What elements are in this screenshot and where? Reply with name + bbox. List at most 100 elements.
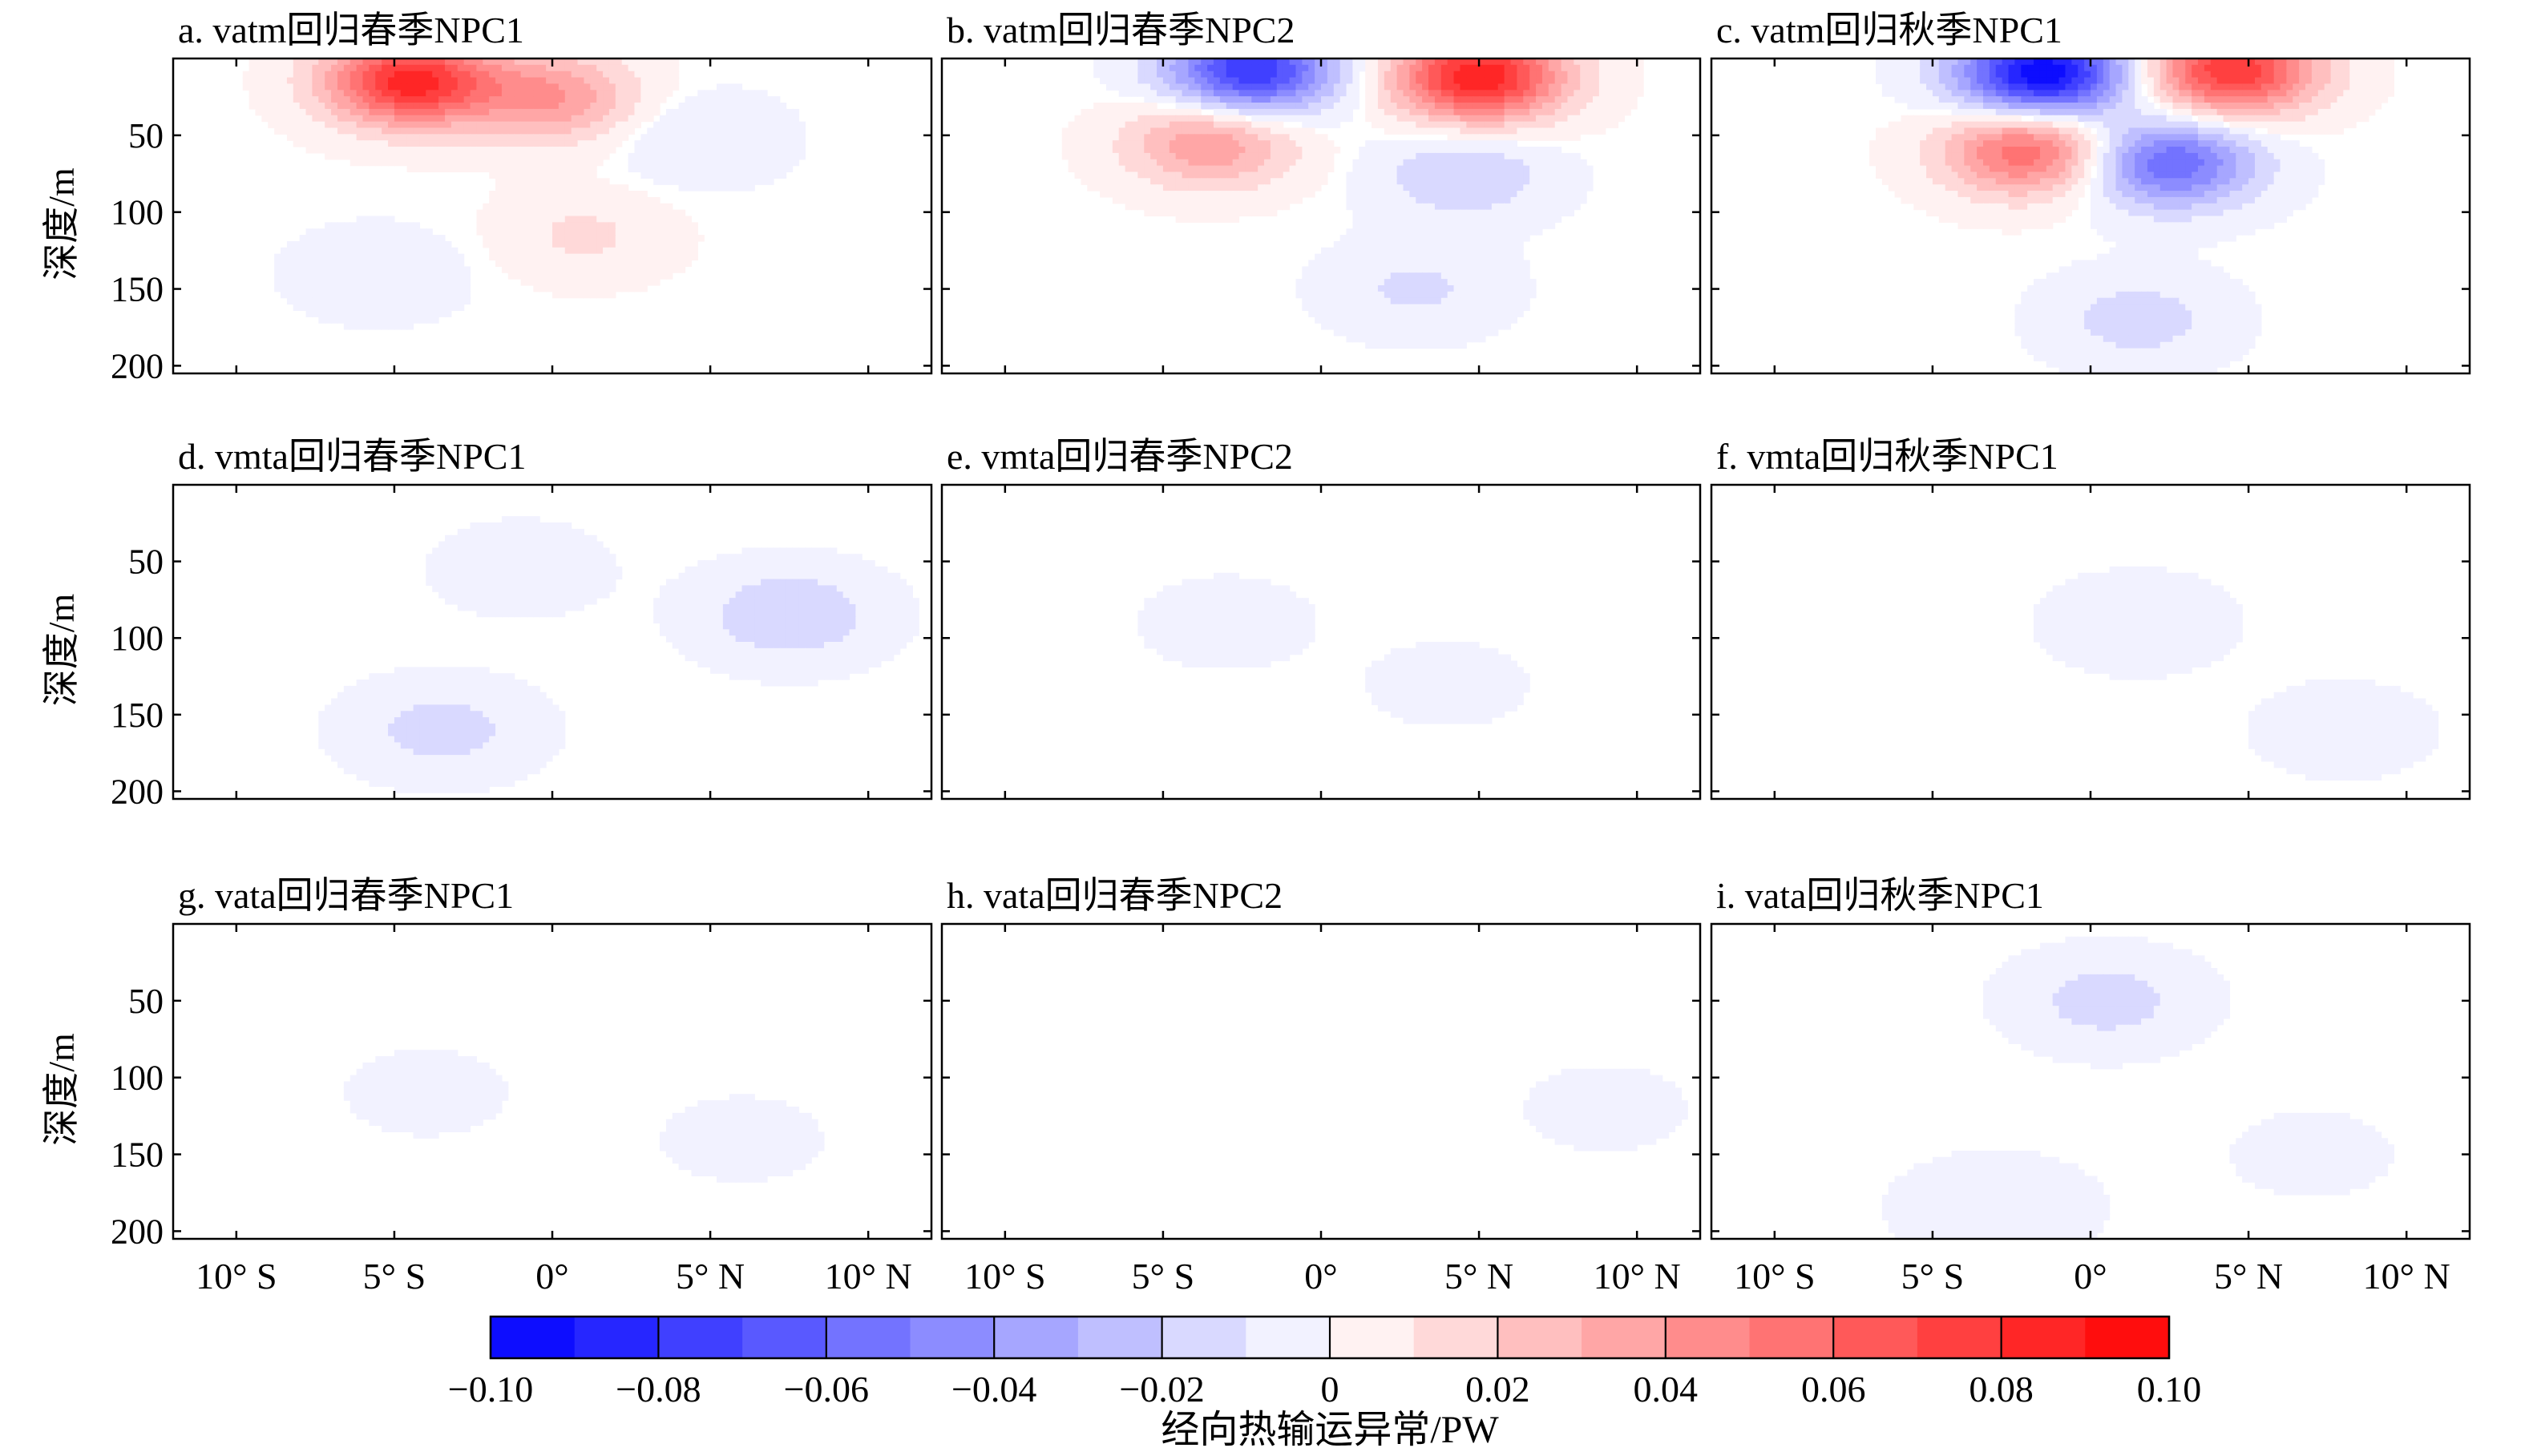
field-cell: [1283, 203, 1291, 211]
field-cell: [1226, 152, 1234, 160]
field-cell: [1377, 304, 1385, 311]
field-cell: [1517, 171, 1524, 179]
field-cell: [1333, 304, 1341, 311]
field-cell: [507, 127, 515, 135]
field-cell: [1580, 64, 1587, 72]
field-cell: [1574, 115, 1581, 123]
field-cell: [312, 103, 319, 110]
field-cell: [1428, 291, 1436, 299]
field-cell: [1504, 228, 1512, 236]
field-cell: [406, 260, 414, 267]
field-cell: [1302, 297, 1309, 305]
field-cell: [331, 235, 338, 242]
field-cell: [615, 96, 623, 103]
field-cell: [1611, 103, 1619, 110]
field-cell: [1453, 317, 1461, 324]
field-cell: [362, 90, 370, 97]
field-cell: [691, 108, 698, 116]
field-cell: [615, 235, 623, 242]
field-cell: [1169, 196, 1177, 204]
field-cell: [1359, 222, 1366, 229]
field-cell: [546, 147, 553, 154]
field-cell: [1554, 196, 1562, 204]
field-cell: [1219, 216, 1227, 223]
field-cell: [539, 272, 547, 280]
field-cell: [495, 228, 503, 236]
field-cell: [1295, 103, 1303, 110]
field-cell: [1479, 134, 1486, 141]
field-cell: [444, 279, 452, 286]
field-cell: [1194, 178, 1202, 185]
field-cell: [741, 96, 749, 103]
field-cell: [406, 115, 414, 123]
field-cell: [375, 83, 382, 91]
field-cell: [1315, 147, 1322, 154]
field-cell: [1321, 71, 1328, 79]
field-cell: [1497, 196, 1505, 204]
field-cell: [546, 71, 553, 79]
field-cell: [539, 83, 547, 91]
field-cell: [1308, 127, 1315, 135]
field-cell: [305, 121, 313, 129]
field-cell: [438, 159, 446, 167]
field-cell: [533, 279, 540, 286]
field-cell: [1327, 291, 1335, 299]
field-cell: [331, 83, 338, 91]
field-cell: [438, 165, 446, 173]
field-cell: [286, 115, 294, 123]
field-cell: [1264, 140, 1271, 147]
field-cell: [590, 235, 597, 242]
field-cell: [1384, 83, 1392, 91]
field-cell: [375, 64, 382, 72]
field-cell: [1598, 83, 1606, 91]
field-cell: [596, 222, 604, 229]
field-cell: [1460, 297, 1467, 305]
field-cell: [1396, 83, 1404, 91]
field-cell: [1390, 235, 1398, 242]
field-cell: [1112, 58, 1120, 66]
field-cell: [299, 297, 307, 305]
field-cell: [1238, 178, 1246, 185]
field-cell: [710, 103, 717, 110]
field-cell: [520, 216, 528, 223]
field-cell: [615, 209, 623, 217]
field-cell: [735, 147, 743, 154]
field-cell: [596, 291, 604, 299]
field-cell: [1201, 134, 1208, 141]
field-cell: [1100, 103, 1107, 110]
field-cell: [571, 152, 579, 160]
field-cell: [608, 253, 616, 261]
field-cell: [356, 64, 364, 72]
field-cell: [457, 90, 465, 97]
field-cell: [1453, 108, 1461, 116]
field-cell: [419, 83, 426, 91]
field-cell: [1396, 323, 1404, 330]
field-cell: [660, 58, 667, 66]
field-cell: [413, 64, 421, 72]
field-cell: [489, 58, 496, 66]
field-cell: [1377, 272, 1385, 280]
field-cell: [1251, 159, 1258, 167]
field-cell: [558, 147, 566, 154]
field-cell: [685, 127, 693, 135]
field-cell: [621, 253, 629, 261]
field-cell: [312, 247, 319, 255]
field-cell: [1428, 71, 1436, 79]
field-cell: [483, 90, 490, 97]
field-cell: [640, 266, 648, 273]
field-cell: [1523, 115, 1530, 123]
field-cell: [1188, 115, 1195, 123]
field-cell: [1473, 127, 1480, 135]
field-cell: [1213, 147, 1221, 154]
field-cell: [558, 159, 566, 167]
field-cell: [1618, 96, 1625, 103]
field-cell: [1403, 159, 1410, 167]
field-cell: [1270, 121, 1278, 129]
field-cell: [1403, 64, 1410, 72]
field-cell: [571, 71, 579, 79]
field-cell: [1460, 310, 1467, 317]
field-cell: [1144, 134, 1151, 141]
field-cell: [507, 115, 515, 123]
field-cell: [1491, 159, 1499, 167]
field-cell: [653, 127, 661, 135]
